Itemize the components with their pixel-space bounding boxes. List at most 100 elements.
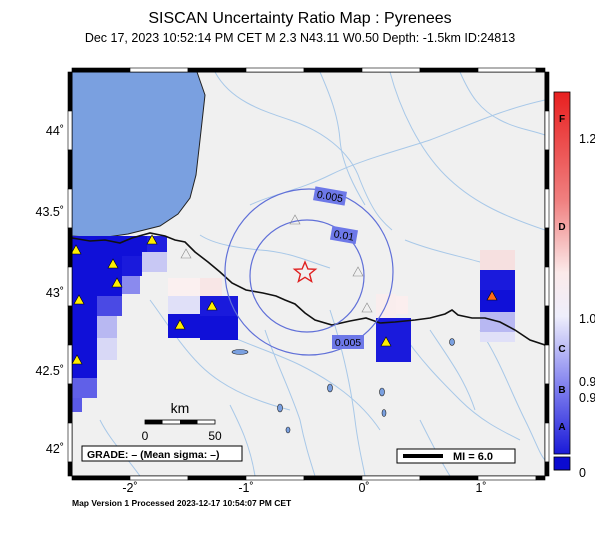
y-tick-label: 44˚ bbox=[46, 124, 64, 138]
station-triangle[interactable] bbox=[380, 336, 392, 347]
frame-tick-segment bbox=[419, 475, 479, 481]
scale-bar-end: 50 bbox=[208, 429, 222, 443]
frame-tick-segment bbox=[67, 110, 73, 151]
frame-tick-segment bbox=[544, 149, 550, 190]
grid-cell bbox=[72, 296, 97, 316]
frame-tick-segment bbox=[535, 67, 546, 73]
frame-tick-segment bbox=[245, 475, 305, 481]
frame-tick-segment bbox=[303, 67, 363, 73]
station-triangle[interactable] bbox=[71, 244, 82, 255]
grid-cell bbox=[72, 398, 82, 412]
uncertainty-contours bbox=[224, 188, 394, 356]
frame-tick-segment bbox=[67, 71, 73, 112]
grid-cell bbox=[200, 278, 222, 296]
colorbar-value: 0.9 bbox=[579, 375, 595, 389]
event-info: Dec 17, 2023 10:52:14 PM CET M 2.3 N43.1… bbox=[84, 31, 516, 45]
grid-cell bbox=[480, 270, 515, 290]
grid-cell bbox=[72, 316, 97, 338]
station-triangle[interactable] bbox=[206, 300, 218, 311]
grid-cell bbox=[97, 316, 117, 338]
contour-label-bottom: 0.005 bbox=[335, 337, 361, 349]
grid-cell bbox=[376, 338, 411, 362]
frame-tick-segment bbox=[67, 266, 73, 307]
grade-text: GRADE: – (Mean sigma: –) bbox=[87, 449, 219, 461]
frame-tick-segment bbox=[544, 383, 550, 424]
frame-tick-segment bbox=[544, 422, 550, 463]
frame-tick-segment bbox=[544, 188, 550, 229]
grid-cell bbox=[97, 338, 117, 360]
grade-box bbox=[81, 445, 243, 462]
contour-0-005 bbox=[224, 188, 394, 356]
station-triangle[interactable] bbox=[111, 277, 123, 288]
national-border bbox=[72, 232, 545, 346]
grid-cell bbox=[72, 360, 97, 378]
mi-text: MI = 6.0 bbox=[453, 451, 493, 463]
grid-cell bbox=[97, 236, 122, 256]
grid-cell bbox=[480, 250, 515, 270]
scale-bar-title: km bbox=[171, 400, 190, 416]
frame-tick-segment bbox=[67, 227, 73, 268]
scale-bar: km 0 50 bbox=[142, 400, 222, 443]
y-tick-label: 43.5˚ bbox=[36, 205, 65, 219]
station-triangle[interactable] bbox=[72, 354, 83, 365]
x-tick-label: -1˚ bbox=[238, 481, 253, 495]
grid-cell bbox=[168, 314, 200, 338]
map-version-footer: Map Version 1 Processed 2023-12-17 10:54… bbox=[72, 498, 292, 508]
colorbar-grade-letter: D bbox=[558, 222, 565, 233]
frame-tick-segment bbox=[544, 344, 550, 385]
lakes bbox=[231, 338, 455, 434]
frame-tick-segment bbox=[544, 227, 550, 268]
frame-tick-segment bbox=[361, 67, 421, 73]
colorbar-value: 1.2 bbox=[579, 132, 595, 146]
mi-box bbox=[396, 448, 516, 464]
colorbar-value: 0.9 bbox=[579, 391, 595, 405]
station-triangle[interactable] bbox=[107, 258, 119, 269]
colorbar-value: 1.0 bbox=[579, 312, 595, 326]
grid-cell bbox=[122, 256, 142, 276]
grid-cell bbox=[97, 296, 122, 316]
station-triangle[interactable] bbox=[174, 319, 186, 330]
seismic-stations bbox=[71, 214, 498, 365]
scale-bar-start: 0 bbox=[142, 429, 149, 443]
frame-tick-segment bbox=[67, 344, 73, 385]
frame-tick-segment bbox=[535, 475, 546, 481]
grid-cell bbox=[480, 290, 515, 312]
contour-label-inner: 0.01 bbox=[333, 228, 355, 243]
station-triangle-inactive[interactable] bbox=[180, 248, 192, 259]
frame-tick-segment bbox=[71, 67, 131, 73]
station-triangle-inactive[interactable] bbox=[352, 266, 364, 277]
grid-cell bbox=[200, 316, 238, 340]
colorbar-grade-letter: A bbox=[558, 422, 565, 433]
y-tick-label: 42.5˚ bbox=[36, 364, 65, 378]
station-triangle[interactable] bbox=[146, 234, 158, 245]
x-tick-label: 1˚ bbox=[475, 481, 486, 495]
station-triangle-inactive[interactable] bbox=[361, 302, 373, 313]
grid-cell bbox=[72, 338, 97, 360]
frame-tick-segment bbox=[67, 422, 73, 463]
station-triangle-inactive[interactable] bbox=[289, 214, 301, 225]
grid-cell bbox=[200, 296, 238, 316]
frame-tick-segment bbox=[187, 67, 247, 73]
frame-tick-segment bbox=[67, 305, 73, 346]
y-tick-label: 42˚ bbox=[46, 442, 64, 456]
contour-label-top: 0.005 bbox=[316, 189, 344, 205]
grid-cell bbox=[168, 296, 200, 314]
x-tick-label: 0˚ bbox=[358, 481, 369, 495]
uncertainty-grid bbox=[72, 236, 515, 412]
frame-tick-segment bbox=[544, 266, 550, 307]
grid-cell bbox=[480, 332, 515, 342]
grid-cell bbox=[122, 276, 140, 294]
frame-tick-segment bbox=[67, 461, 73, 477]
grid-cell bbox=[122, 236, 147, 256]
station-triangle[interactable] bbox=[73, 294, 85, 305]
grid-cell bbox=[72, 276, 97, 296]
grid-cell bbox=[142, 252, 167, 272]
frame-tick-segment bbox=[71, 475, 131, 481]
station-triangle-highlight[interactable] bbox=[486, 290, 498, 301]
frame-tick-segment bbox=[67, 149, 73, 190]
epicenter-star[interactable] bbox=[292, 260, 318, 284]
frame-tick-segment bbox=[477, 67, 537, 73]
frame-tick-segment bbox=[544, 110, 550, 151]
map-title: SISCAN Uncertainty Ratio Map : Pyrenees bbox=[148, 10, 452, 27]
